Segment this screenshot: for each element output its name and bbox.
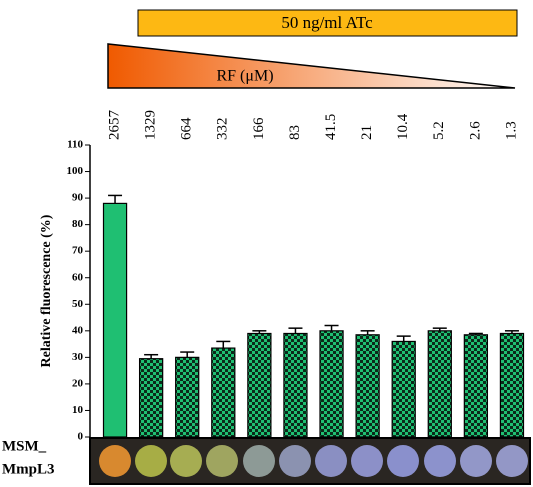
bar [103,203,126,437]
x-tick-label: 41.5 [323,114,339,140]
bar [392,341,415,437]
y-tick-label: 20 [72,377,84,389]
y-tick-label: 30 [72,351,84,363]
bar [212,348,235,437]
gradient-label: RF (μM) [216,68,273,85]
y-tick-label: 60 [72,271,84,283]
inducer-label: 50 ng/ml ATc [281,13,373,32]
x-tick-label: 83 [287,125,303,140]
y-tick-label: 10 [72,404,84,416]
x-tick-label: 21 [359,125,375,140]
x-tick-label: 166 [251,117,267,140]
bar [140,359,163,437]
y-axis-label: Relative fluorescence (%) [39,214,54,367]
bar [464,335,487,437]
x-tick-label: 5.2 [431,121,447,140]
chart: 50 ng/ml ATc RF (μM) Relative fluorescen… [0,0,533,487]
gradient-triangle [108,44,515,88]
row-label: MSM_ [2,438,47,454]
y-tick-label: 100 [67,165,84,177]
y-tick-label: 50 [72,298,84,310]
x-tick-label: 1.3 [503,121,519,140]
y-tick-label: 70 [72,245,84,257]
row-label: MmpL3 [2,461,55,477]
bar [248,333,271,437]
bar [500,333,523,437]
x-tick-label: 2657 [106,110,122,141]
y-tick-label: 110 [67,139,83,151]
y-tick-label: 0 [78,431,84,443]
x-tick-label: 664 [179,117,195,140]
x-tick-label: 10.4 [395,113,411,140]
bar [356,335,379,437]
page: {"chart_data": {"type": "bar", "annotati… [0,0,533,487]
bar [320,331,343,437]
y-tick-label: 40 [72,324,84,336]
bar [284,333,307,437]
x-tick-label: 1329 [143,110,159,140]
x-tick-label: 332 [215,118,231,141]
y-tick-label: 90 [72,192,84,204]
x-tick-label: 2.6 [467,121,483,140]
bar [176,357,199,437]
bar [428,331,451,437]
y-tick-label: 80 [72,218,84,230]
